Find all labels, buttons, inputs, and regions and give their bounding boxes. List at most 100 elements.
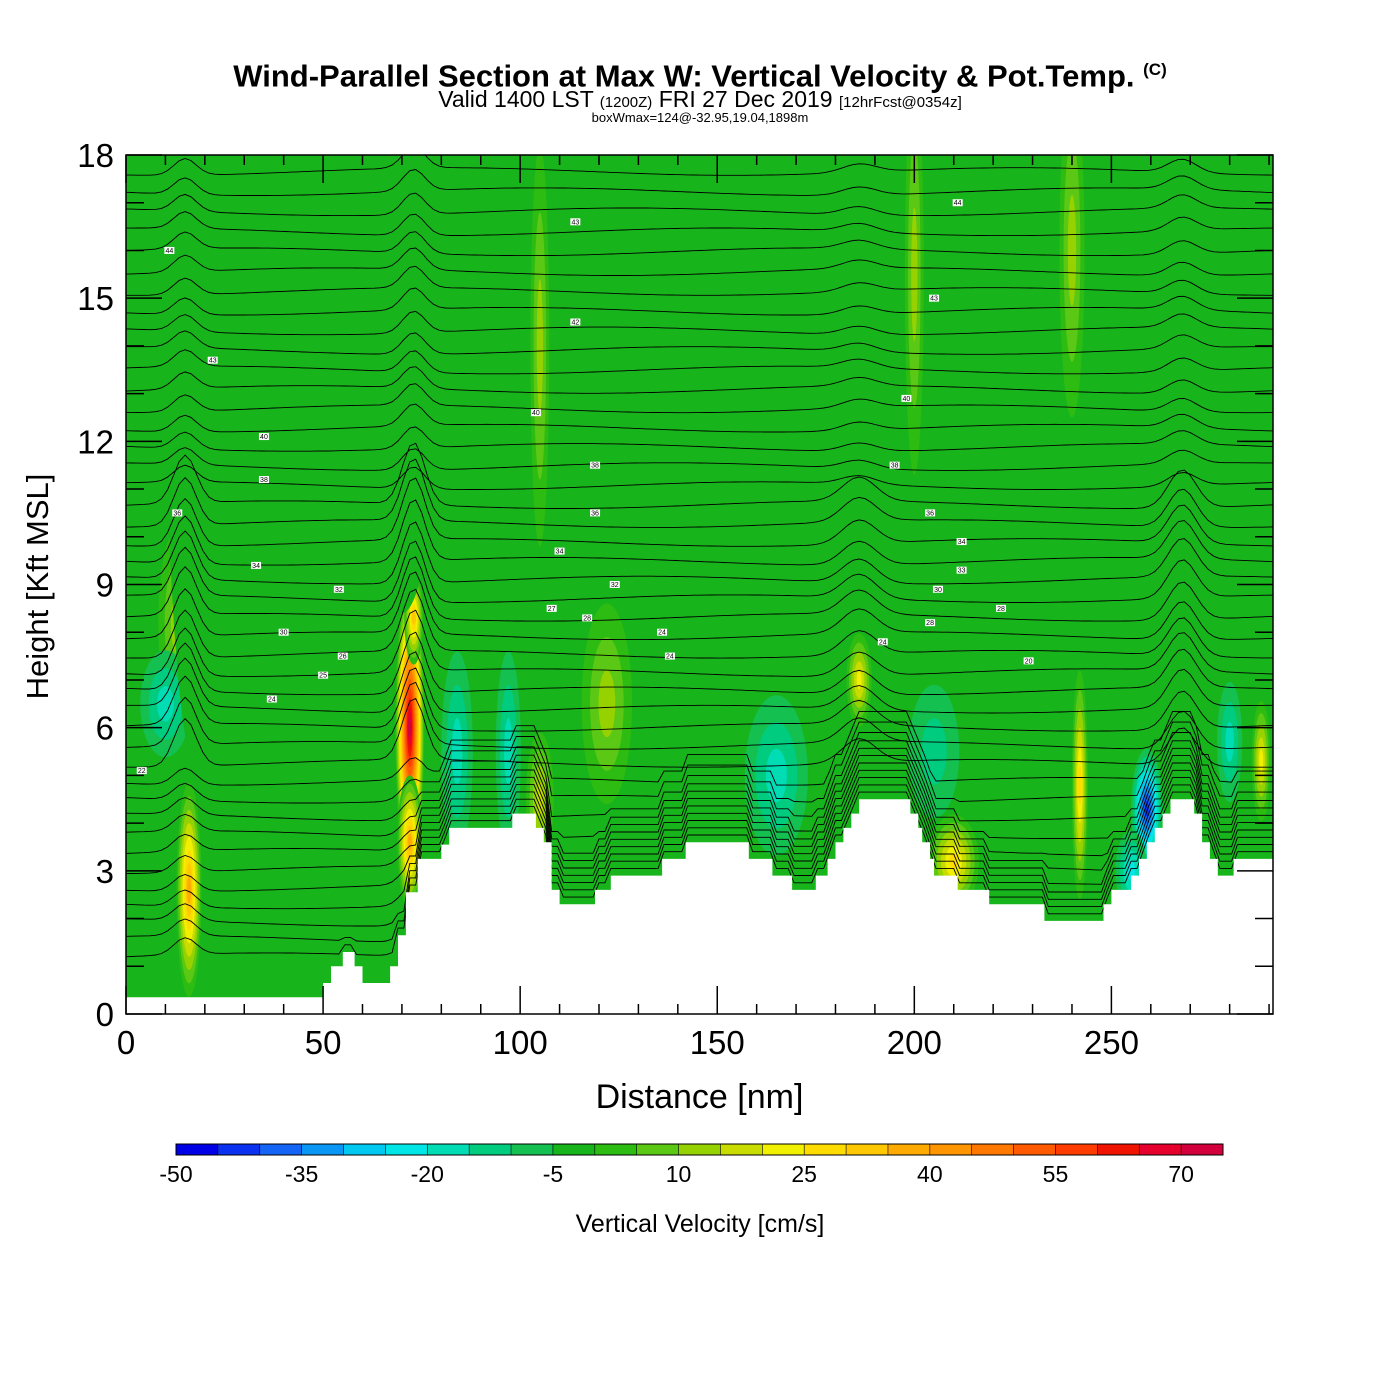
y-tick-label: 12 [77, 423, 114, 460]
colorbar-swatch [762, 1144, 805, 1155]
colorbar-swatch [1139, 1144, 1182, 1155]
contour-label: 44 [165, 248, 173, 255]
colorbar-swatch [720, 1144, 763, 1155]
contour-label-bg [1023, 657, 1034, 665]
contour-label-bg [664, 652, 675, 660]
velocity-band [167, 155, 243, 795]
colorbar-tick-label: 25 [791, 1161, 817, 1187]
colorbar-swatch [594, 1144, 638, 1155]
isentrope-line [126, 330, 1273, 355]
isentrope-line [126, 609, 1273, 677]
contour-label: 34 [252, 563, 260, 570]
y-axis-title: Height [Kft MSL] [20, 474, 55, 700]
contour-label-bg [956, 538, 967, 546]
colorbar-swatch [511, 1144, 554, 1155]
colorbar-swatch [846, 1144, 889, 1155]
contour-label-bg [266, 695, 277, 703]
contour-label-bg [932, 585, 943, 593]
isentrope-line [126, 762, 1273, 892]
isentrope-line [126, 231, 1273, 257]
colorbar-swatch [1013, 1144, 1056, 1155]
isentrope-line [126, 383, 1273, 414]
velocity-band [407, 717, 412, 738]
contour-label-bg [889, 461, 900, 469]
contour-label-bg [258, 433, 269, 441]
box-wmax-info: boxWmax=124@-32.95,19.04,1898m [591, 110, 809, 125]
contour-label-bg [925, 619, 936, 627]
isentrope-line [126, 651, 1273, 714]
isentrope-line [126, 667, 1273, 732]
colorbar-swatch [971, 1144, 1015, 1155]
x-tick-label: 0 [117, 1024, 135, 1061]
colorbar-swatch [678, 1144, 721, 1155]
contour-label: 40 [260, 434, 268, 441]
colorbar-swatch [552, 1144, 596, 1155]
contour-label-bg [251, 561, 262, 569]
colorbar-tick-label: -35 [285, 1161, 318, 1187]
velocity-cell [397, 775, 423, 910]
forecast-run: [12hrFcst@0354z] [838, 94, 962, 111]
isentrope-line [126, 169, 1273, 196]
contour-label-bg [546, 604, 557, 612]
colorbar-swatch [469, 1144, 512, 1155]
isentrope-line [126, 697, 1273, 768]
contour-label: 24 [658, 630, 666, 637]
velocity-cell [1059, 155, 1085, 418]
contour-label: 40 [532, 410, 540, 417]
chart-title-text: Wind-Parallel Section at Max W: Vertical… [233, 58, 1135, 94]
contour-label: 44 [954, 200, 962, 207]
contour-label: 38 [591, 463, 599, 470]
contour-label-bg [278, 628, 289, 636]
velocity-cell [904, 155, 924, 475]
isentrope-line [126, 732, 1273, 822]
y-tick-label: 0 [96, 996, 114, 1033]
colorbar-tick-label: 70 [1168, 1161, 1194, 1187]
colorbar-swatch [636, 1144, 680, 1155]
contour-label-bg [996, 604, 1007, 612]
contour-label-bg [258, 476, 269, 484]
y-tick-label: 3 [96, 853, 114, 890]
copyright-mark: (C) [1143, 60, 1167, 79]
contour-label-bg [590, 509, 601, 517]
colorbar-frame [175, 1143, 1224, 1156]
contour-label: 30 [934, 587, 942, 594]
contour-label: 43 [209, 358, 217, 365]
isentrope-line [126, 747, 1273, 857]
colorbar-swatch [385, 1144, 428, 1155]
colorbar-swatch [343, 1144, 386, 1155]
contour-label-bg [952, 199, 963, 207]
x-tick-label: 250 [1084, 1024, 1139, 1061]
contour-label-bg [925, 509, 936, 517]
velocity-band [598, 670, 616, 738]
isentrope-line [126, 710, 1273, 786]
velocity-band [1067, 194, 1077, 307]
contour-label-bg [337, 652, 348, 660]
velocity-band [451, 718, 463, 785]
velocity-band [411, 611, 416, 625]
colorbar-swatch [887, 1144, 931, 1155]
colorbar-tick-label: 10 [666, 1161, 692, 1187]
contour-label-bg [901, 394, 912, 402]
velocity-band [157, 685, 174, 722]
velocity-band [921, 718, 947, 785]
contour-label-bg [582, 614, 593, 622]
isentrope-line [126, 155, 1273, 176]
velocity-cell [140, 650, 191, 758]
contour-label-bg [877, 638, 888, 646]
contour-label-bg [333, 585, 344, 593]
contour-label: 32 [335, 587, 343, 594]
contour-label: 24 [268, 697, 276, 704]
contour-label: 36 [173, 510, 181, 517]
colorbar-swatch [929, 1144, 973, 1155]
velocity-band [536, 279, 544, 413]
velocity-cell [167, 155, 243, 795]
contour-label: 25 [319, 673, 327, 680]
colorbar-title: Vertical Velocity [cm/s] [576, 1210, 825, 1238]
contour-label-bg [590, 461, 601, 469]
isentrope-line [126, 784, 1273, 943]
isentrope-line [126, 571, 1273, 641]
isentrope-line [594, 155, 1260, 156]
x-tick-label: 150 [690, 1024, 745, 1061]
isentrope-line [126, 442, 1273, 509]
